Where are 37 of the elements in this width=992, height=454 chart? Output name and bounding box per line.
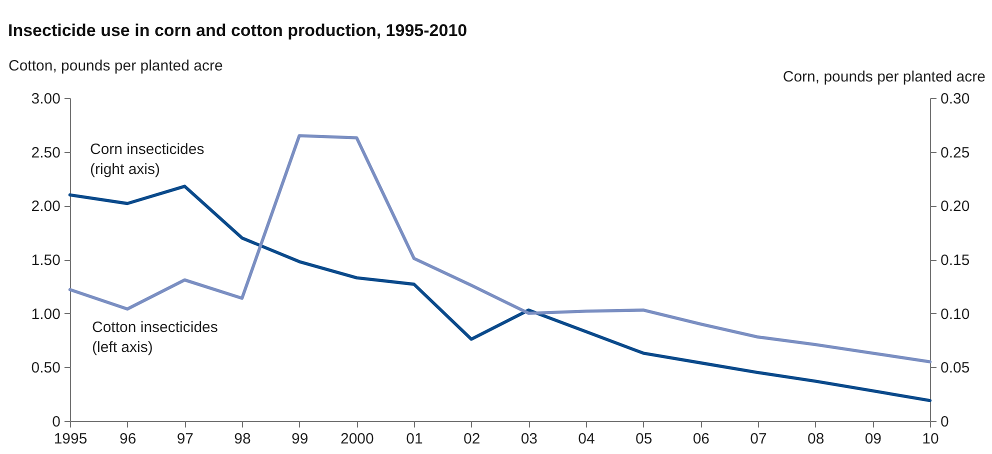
line-series: [68, 134, 932, 364]
y-tick-label: 0.50: [31, 360, 60, 377]
y2-tick-label: 0.15: [940, 252, 970, 269]
y-tick-label: 0: [52, 414, 60, 430]
x-tick-label: 1995: [54, 430, 88, 448]
line-series: [68, 184, 932, 402]
x-tick-label: 97: [176, 430, 194, 448]
x-tick-label: 02: [463, 430, 480, 448]
y2-tick-label: 0.30: [940, 90, 970, 108]
y2-axis-title: Corn, pounds per planted acre: [782, 68, 986, 86]
x-tick-label: 98: [234, 430, 251, 448]
y-tick-label: 1.50: [31, 252, 60, 269]
y-tick-label: 2.00: [31, 198, 60, 216]
x-tick-label: 06: [692, 430, 710, 448]
x-tick-label: 2000: [340, 430, 374, 448]
y2-tick-label: 0.10: [940, 306, 970, 323]
chart-title: Insecticide use in corn and cotton production, 1995-2010: [8, 21, 468, 40]
x-tick-label: 99: [291, 430, 308, 448]
y2-tick-label: 0.25: [940, 144, 970, 162]
x-tick-label: 05: [635, 430, 652, 448]
annotation: Corn insecticides (right axis): [90, 141, 204, 178]
x-tick-label: 01: [406, 430, 423, 448]
y-axis-title: Cotton, pounds per planted acre: [8, 58, 223, 74]
y-tick-label: 3.00: [31, 90, 60, 108]
annotation: Cotton insecticides (left axis): [92, 319, 218, 356]
x-tick-label: 10: [922, 430, 939, 448]
y2-tick-label: 0: [940, 414, 949, 430]
x-tick-label: 04: [578, 430, 595, 448]
y2-tick-label: 0.20: [940, 198, 970, 216]
x-tick-label: 09: [864, 430, 882, 448]
x-tick-label: 03: [520, 430, 538, 448]
x-tick-label: 08: [807, 430, 824, 448]
x-tick-label: 96: [119, 430, 136, 448]
x-tick-label: 07: [750, 430, 767, 448]
y-tick-label: 1.00: [31, 306, 60, 323]
y-tick-label: 2.50: [31, 144, 60, 162]
y2-tick-label: 0.05: [940, 360, 970, 377]
